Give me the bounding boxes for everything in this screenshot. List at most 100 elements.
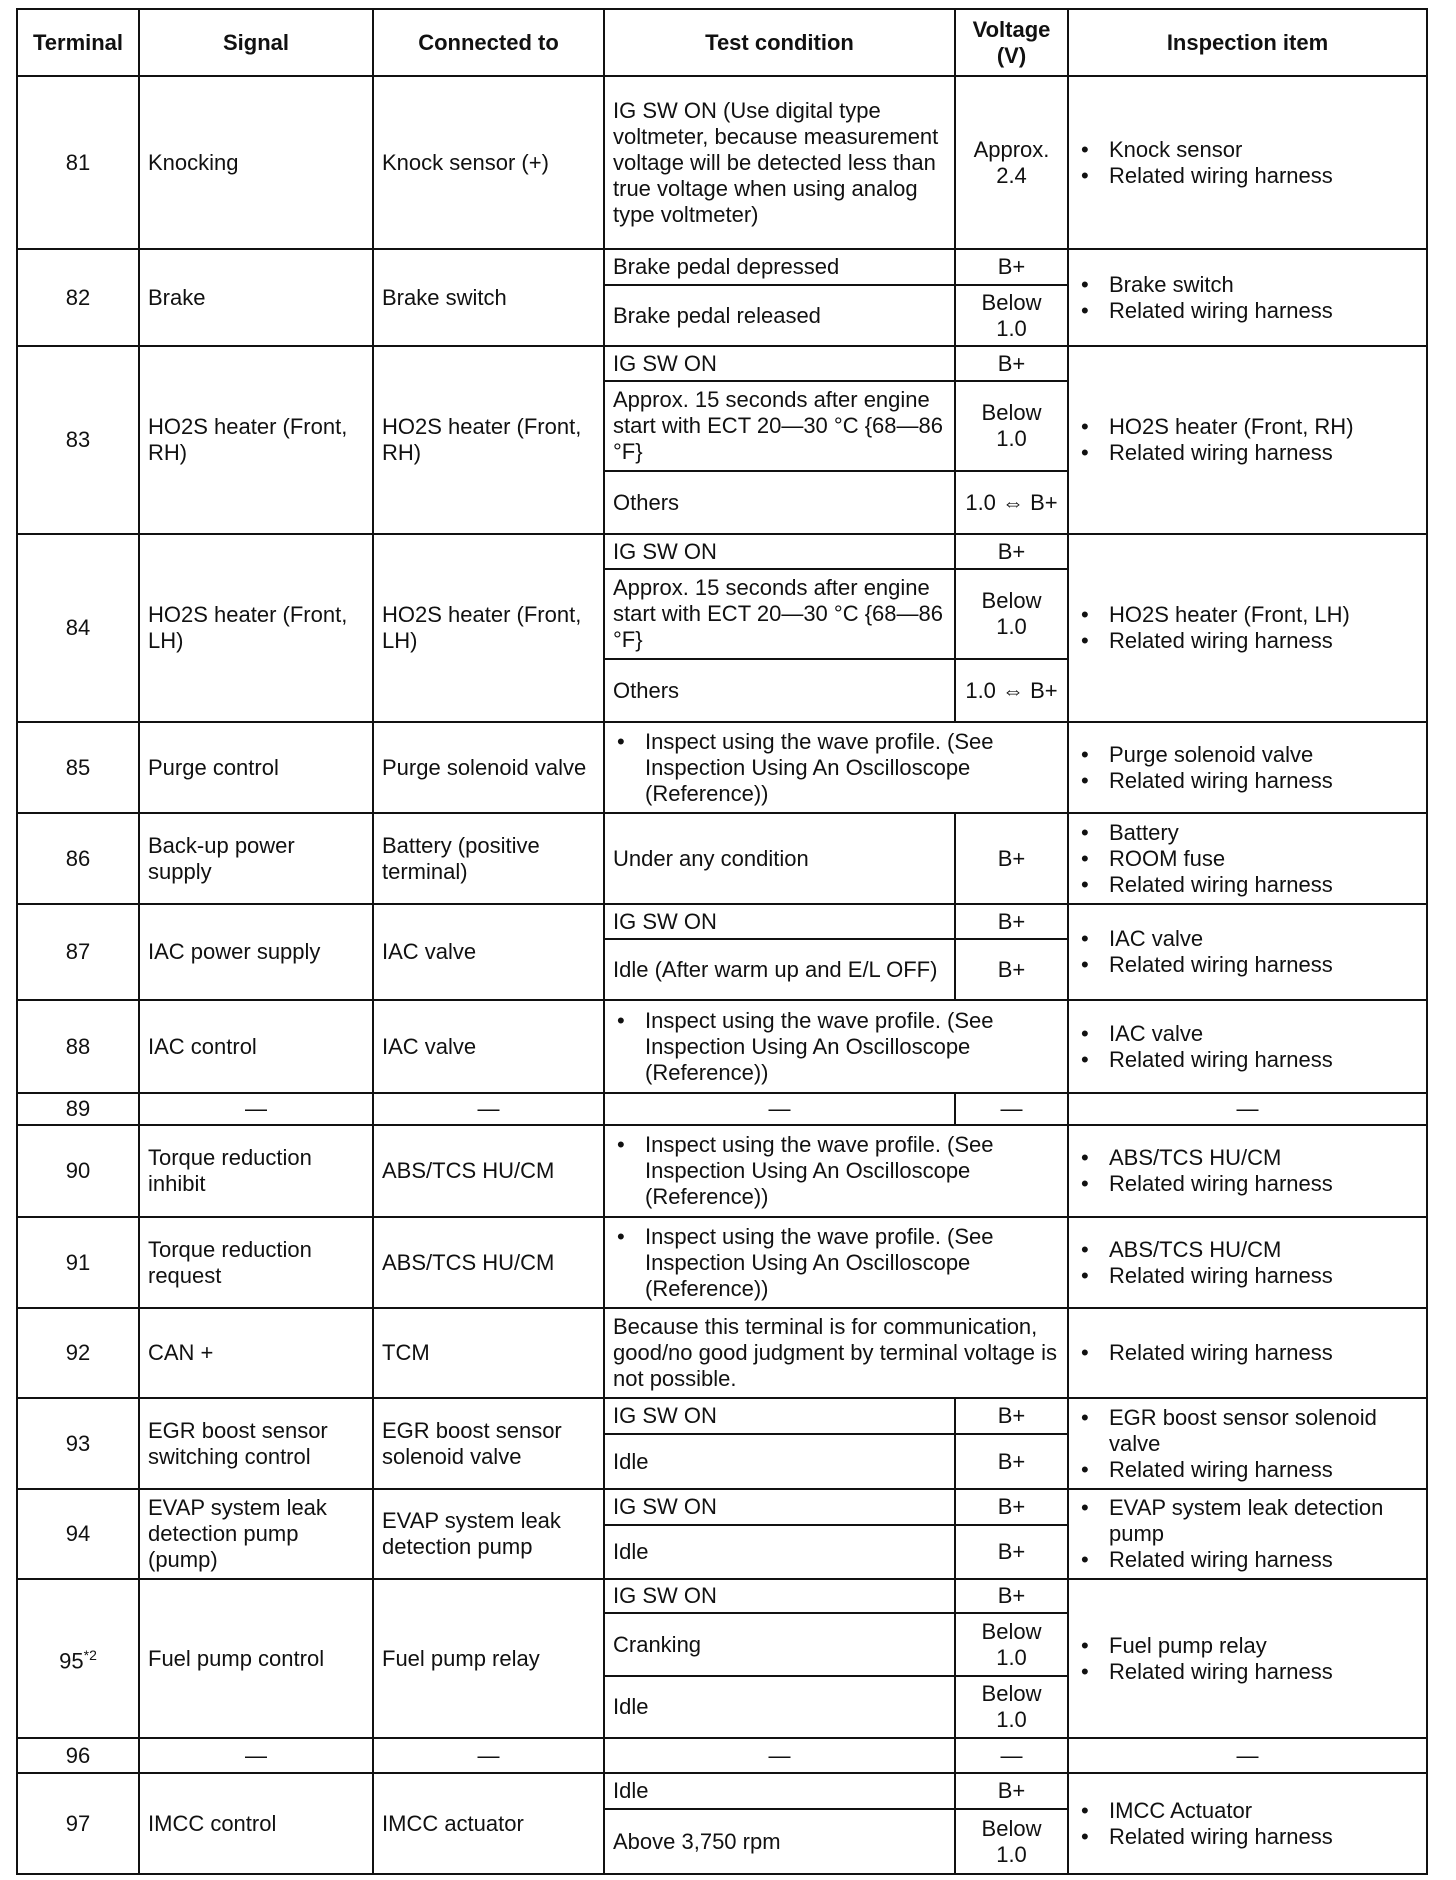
inspection-item: Related wiring harness xyxy=(1081,1659,1418,1685)
terminal-cell: 91 xyxy=(16,1216,140,1309)
signal-cell: HO2S heater (Front, LH) xyxy=(138,533,374,723)
test-condition-cell: Cranking xyxy=(603,1612,956,1677)
voltage-cell: Below 1.0 xyxy=(954,1612,1069,1677)
inspection-list: HO2S heater (Front, RH)Related wiring ha… xyxy=(1069,414,1418,466)
terminal-cell: 95*2 xyxy=(16,1578,140,1739)
signal-cell: — xyxy=(138,1092,374,1126)
voltage-cell: B+ xyxy=(954,248,1069,286)
inspection-item: IAC valve xyxy=(1081,926,1418,952)
inspection-list: Knock sensorRelated wiring harness xyxy=(1069,137,1418,189)
test-condition-note: Because this terminal is for communicati… xyxy=(603,1307,1069,1399)
connected-to-cell: Battery (positive terminal) xyxy=(372,812,605,905)
voltage-cell: B+ xyxy=(954,1772,1069,1810)
connected-to-cell: HO2S heater (Front, RH) xyxy=(372,345,605,535)
inspection-list: BatteryROOM fuseRelated wiring harness xyxy=(1069,820,1418,898)
inspection-list: Purge solenoid valveRelated wiring harne… xyxy=(1069,742,1418,794)
terminal-cell: 92 xyxy=(16,1307,140,1399)
connected-to-cell: Purge solenoid valve xyxy=(372,721,605,814)
voltage-cell: B+ xyxy=(954,1433,1069,1490)
inspection-item: Related wiring harness xyxy=(1081,952,1418,978)
signal-cell: Purge control xyxy=(138,721,374,814)
inspection-item-cell: Purge solenoid valveRelated wiring harne… xyxy=(1067,721,1428,814)
terminal-number: 92 xyxy=(65,1340,91,1365)
header-test-condition: Test condition xyxy=(603,8,956,77)
note-list: Inspect using the wave profile. (See Ins… xyxy=(605,1224,1059,1302)
voltage-cell: Approx. 2.4 xyxy=(954,75,1069,250)
inspection-list: IAC valveRelated wiring harness xyxy=(1069,926,1418,978)
terminal-cell: 93 xyxy=(16,1397,140,1490)
signal-cell: Brake xyxy=(138,248,374,347)
terminal-cell: 88 xyxy=(16,999,140,1094)
connected-to-cell: ABS/TCS HU/CM xyxy=(372,1216,605,1309)
inspection-item-cell: Related wiring harness xyxy=(1067,1307,1428,1399)
inspection-item-cell: IAC valveRelated wiring harness xyxy=(1067,999,1428,1094)
connected-to-cell: IAC valve xyxy=(372,999,605,1094)
inspection-item: HO2S heater (Front, RH) xyxy=(1081,414,1418,440)
voltage-cell: Below 1.0 xyxy=(954,1808,1069,1875)
inspection-list: Fuel pump relayRelated wiring harness xyxy=(1069,1633,1418,1685)
table-row: Above 3,750 rpm Below 1.0 xyxy=(17,1808,1427,1875)
inspection-item: Fuel pump relay xyxy=(1081,1633,1418,1659)
inspection-item: Related wiring harness xyxy=(1081,628,1418,654)
test-condition-cell: Others xyxy=(603,470,956,535)
table-row: Approx. 15 seconds after engine start wi… xyxy=(17,380,1427,472)
header-connected-to: Connected to xyxy=(372,8,605,77)
inspection-list: Related wiring harness xyxy=(1069,1340,1418,1366)
terminal-cell: 85 xyxy=(16,721,140,814)
inspection-item: Related wiring harness xyxy=(1081,1824,1418,1850)
table-row: Cranking Below 1.0 xyxy=(17,1612,1427,1677)
connected-to-cell: ABS/TCS HU/CM xyxy=(372,1124,605,1218)
inspection-item: EVAP system leak detection pump xyxy=(1081,1495,1418,1547)
connected-to-cell: Brake switch xyxy=(372,248,605,347)
table-row: Others 1.0 ⇔ B+ xyxy=(17,658,1427,723)
test-condition-note: Inspect using the wave profile. (See Ins… xyxy=(603,1216,1069,1309)
voltage-cell: B+ xyxy=(954,812,1069,905)
signal-cell: IAC power supply xyxy=(138,903,374,1001)
terminal-inspection-table: Terminal Signal Connected to Test condit… xyxy=(16,8,1428,1875)
terminal-cell: 96 xyxy=(16,1737,140,1774)
terminal-cell: 97 xyxy=(16,1772,140,1875)
voltage-cell: B+ xyxy=(954,938,1069,1001)
voltage-cell: B+ xyxy=(954,1578,1069,1614)
terminal-number: 88 xyxy=(65,1033,91,1059)
terminal-number: 84 xyxy=(65,615,91,640)
table-row: 82 Brake Brake switch Brake pedal depressed… xyxy=(16,248,1428,347)
inspection-item: Related wiring harness xyxy=(1081,872,1418,898)
terminal-footnote: *2 xyxy=(83,1647,97,1664)
terminal-number: 95 xyxy=(59,1648,84,1674)
note-item: Inspect using the wave profile. (See Ins… xyxy=(617,1224,1059,1302)
voltage-cell: Below 1.0 xyxy=(954,284,1069,347)
connected-to-cell: IAC valve xyxy=(372,903,605,1001)
inspection-item-cell: Knock sensorRelated wiring harness xyxy=(1067,75,1428,250)
table-row: 81 Knocking Knock sensor (+) IG SW ON (Use … xyxy=(16,75,1428,250)
signal-cell: HO2S heater (Front, RH) xyxy=(138,345,374,535)
inspection-item: ROOM fuse xyxy=(1081,846,1418,872)
inspection-item: Related wiring harness xyxy=(1081,163,1418,189)
inspection-list: ABS/TCS HU/CMRelated wiring harness xyxy=(1069,1145,1418,1197)
test-condition-cell: Idle xyxy=(603,1675,956,1739)
signal-cell: EVAP system leak detection pump (pump) xyxy=(138,1488,374,1580)
signal-cell: Fuel pump control xyxy=(138,1578,374,1739)
terminal-number: 89 xyxy=(65,1096,91,1121)
table-row: Others 1.0 ⇔ B+ xyxy=(17,470,1427,535)
test-condition-cell: Idle xyxy=(603,1433,956,1490)
test-condition-cell: IG SW ON xyxy=(603,903,956,940)
voltage-cell: Below 1.0 xyxy=(954,568,1069,660)
inspection-item-cell: — xyxy=(1067,1092,1428,1126)
test-condition-cell: IG SW ON xyxy=(603,1397,956,1435)
header-inspection-item: Inspection item xyxy=(1067,8,1428,77)
terminal-number: 90 xyxy=(65,1158,91,1183)
test-condition-cell: Under any condition xyxy=(603,812,956,905)
connected-to-cell: — xyxy=(372,1092,605,1126)
terminal-cell: 83 xyxy=(16,345,140,535)
inspection-item-cell: IAC valveRelated wiring harness xyxy=(1067,903,1428,1001)
inspection-item: Related wiring harness xyxy=(1081,1457,1418,1483)
test-condition-cell: IG SW ON (Use digital type voltmeter, be… xyxy=(603,75,956,250)
test-condition-cell: Brake pedal depressed xyxy=(603,248,956,286)
terminal-number: 87 xyxy=(65,939,91,964)
table-row: 96— — — — — xyxy=(16,1737,1428,1774)
voltage-cell: B+ xyxy=(954,1397,1069,1435)
